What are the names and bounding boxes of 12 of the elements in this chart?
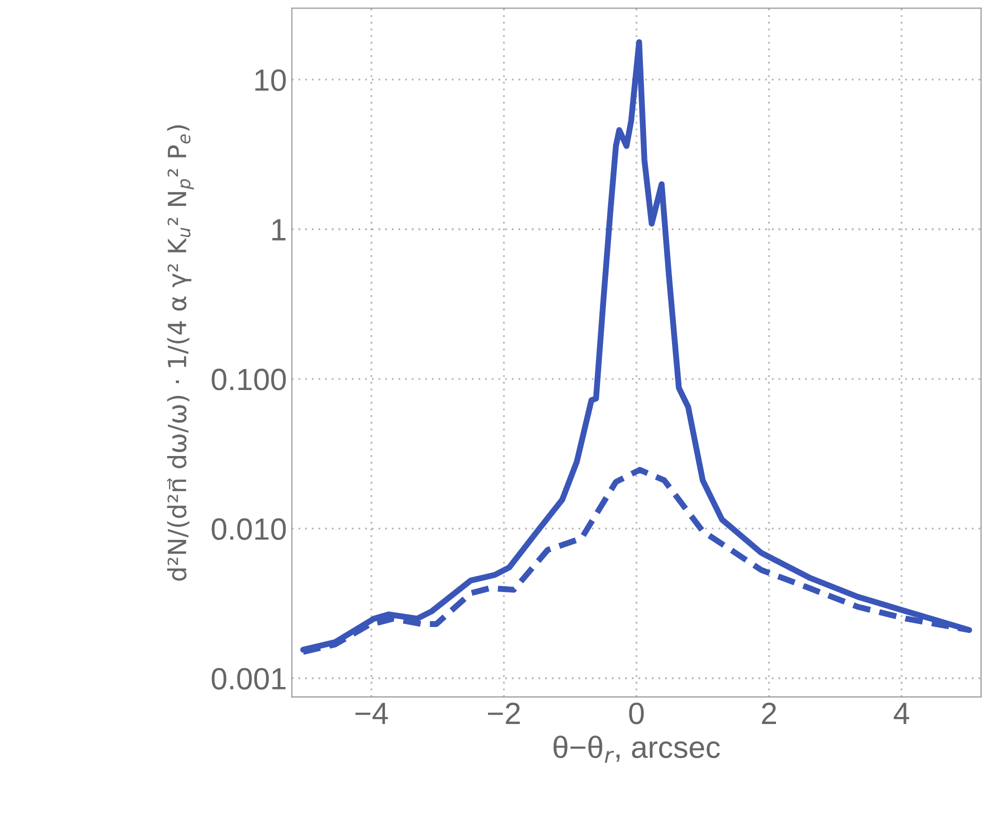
x-tick-label: 2 (762, 702, 776, 724)
y-tick-label: 0.010 (212, 518, 286, 540)
x-tick-label: 4 (894, 702, 910, 724)
y-tick-label: 10 (255, 69, 286, 91)
y-tick-label: 1 (272, 219, 286, 240)
y-tick-label: 0.100 (212, 368, 286, 390)
x-tick-label: 0 (629, 702, 644, 724)
x-tick-label: −2 (488, 702, 520, 724)
x-tick-label: −4 (355, 702, 388, 724)
x-axis-title: θ−θ$_{r}$, arcsec (554, 736, 720, 763)
y-tick-label: 0.001 (212, 668, 286, 690)
y-axis-title: d²N/(d²n⃗ dω/ω) · 1/(4 α γ² K$_{u}$² N$_{p}$² P$_{e}$) (167, 125, 194, 581)
